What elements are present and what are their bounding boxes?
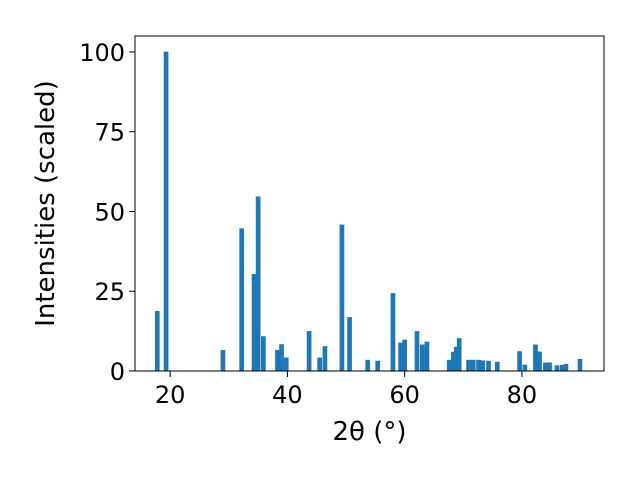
bar <box>220 349 226 371</box>
bar <box>456 338 462 371</box>
bar <box>537 351 542 371</box>
x-axis: 20 40 60 80 <box>155 371 537 409</box>
bar <box>494 361 500 371</box>
bar <box>470 359 476 371</box>
bar <box>255 196 261 371</box>
y-tick-label: 75 <box>94 119 125 147</box>
bar <box>163 51 169 372</box>
bar <box>390 293 396 371</box>
bar <box>476 359 481 371</box>
bar <box>522 364 528 371</box>
bar <box>306 331 312 371</box>
y-axis-label: Intensities (scaled) <box>31 80 61 327</box>
bar <box>554 365 560 371</box>
bar <box>154 311 160 371</box>
bar <box>251 274 257 371</box>
bar <box>275 349 280 371</box>
x-tick-label: 60 <box>389 381 420 409</box>
y-tick-label: 0 <box>110 358 125 386</box>
bar <box>239 228 245 371</box>
bar <box>450 351 456 371</box>
y-tick-label: 100 <box>79 39 125 67</box>
bar <box>339 224 345 371</box>
bar <box>322 346 328 371</box>
bar <box>577 358 583 371</box>
bar <box>547 362 552 371</box>
bar <box>347 317 352 371</box>
y-tick-label: 50 <box>94 198 125 226</box>
bar <box>398 342 403 371</box>
bar <box>517 351 522 371</box>
bar <box>543 362 548 371</box>
bar <box>261 336 266 371</box>
bar <box>486 360 491 371</box>
bar <box>419 344 425 371</box>
y-axis: 0 25 50 75 100 <box>79 39 135 386</box>
x-tick-label: 40 <box>272 381 303 409</box>
bar <box>453 346 459 371</box>
bar <box>414 331 420 371</box>
bar <box>563 363 569 371</box>
bar <box>365 359 371 371</box>
bar <box>424 341 430 371</box>
bar <box>446 359 452 371</box>
x-tick-label: 20 <box>155 381 186 409</box>
bars-group <box>154 51 583 372</box>
bar <box>317 357 323 371</box>
bar <box>480 360 485 371</box>
bar <box>533 344 538 371</box>
x-tick-label: 80 <box>507 381 538 409</box>
bar <box>283 357 289 371</box>
x-axis-label: 2θ (°) <box>332 417 406 447</box>
bar <box>466 359 471 371</box>
plot-frame <box>134 35 605 372</box>
bar <box>279 344 284 371</box>
y-tick-label: 25 <box>94 278 125 306</box>
bar <box>560 364 565 371</box>
bar <box>375 360 381 371</box>
bar <box>402 339 408 371</box>
